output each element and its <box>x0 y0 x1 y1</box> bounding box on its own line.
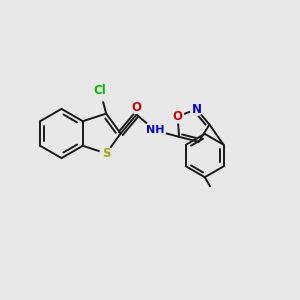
Text: N: N <box>191 103 201 116</box>
Text: O: O <box>131 101 142 114</box>
Circle shape <box>90 81 110 101</box>
Circle shape <box>145 120 166 141</box>
Circle shape <box>171 110 184 123</box>
Circle shape <box>190 103 203 116</box>
Text: O: O <box>173 110 183 123</box>
Text: Cl: Cl <box>94 85 106 98</box>
Text: S: S <box>102 147 110 160</box>
Text: NH: NH <box>146 125 165 136</box>
Circle shape <box>100 147 112 160</box>
Circle shape <box>130 101 143 113</box>
